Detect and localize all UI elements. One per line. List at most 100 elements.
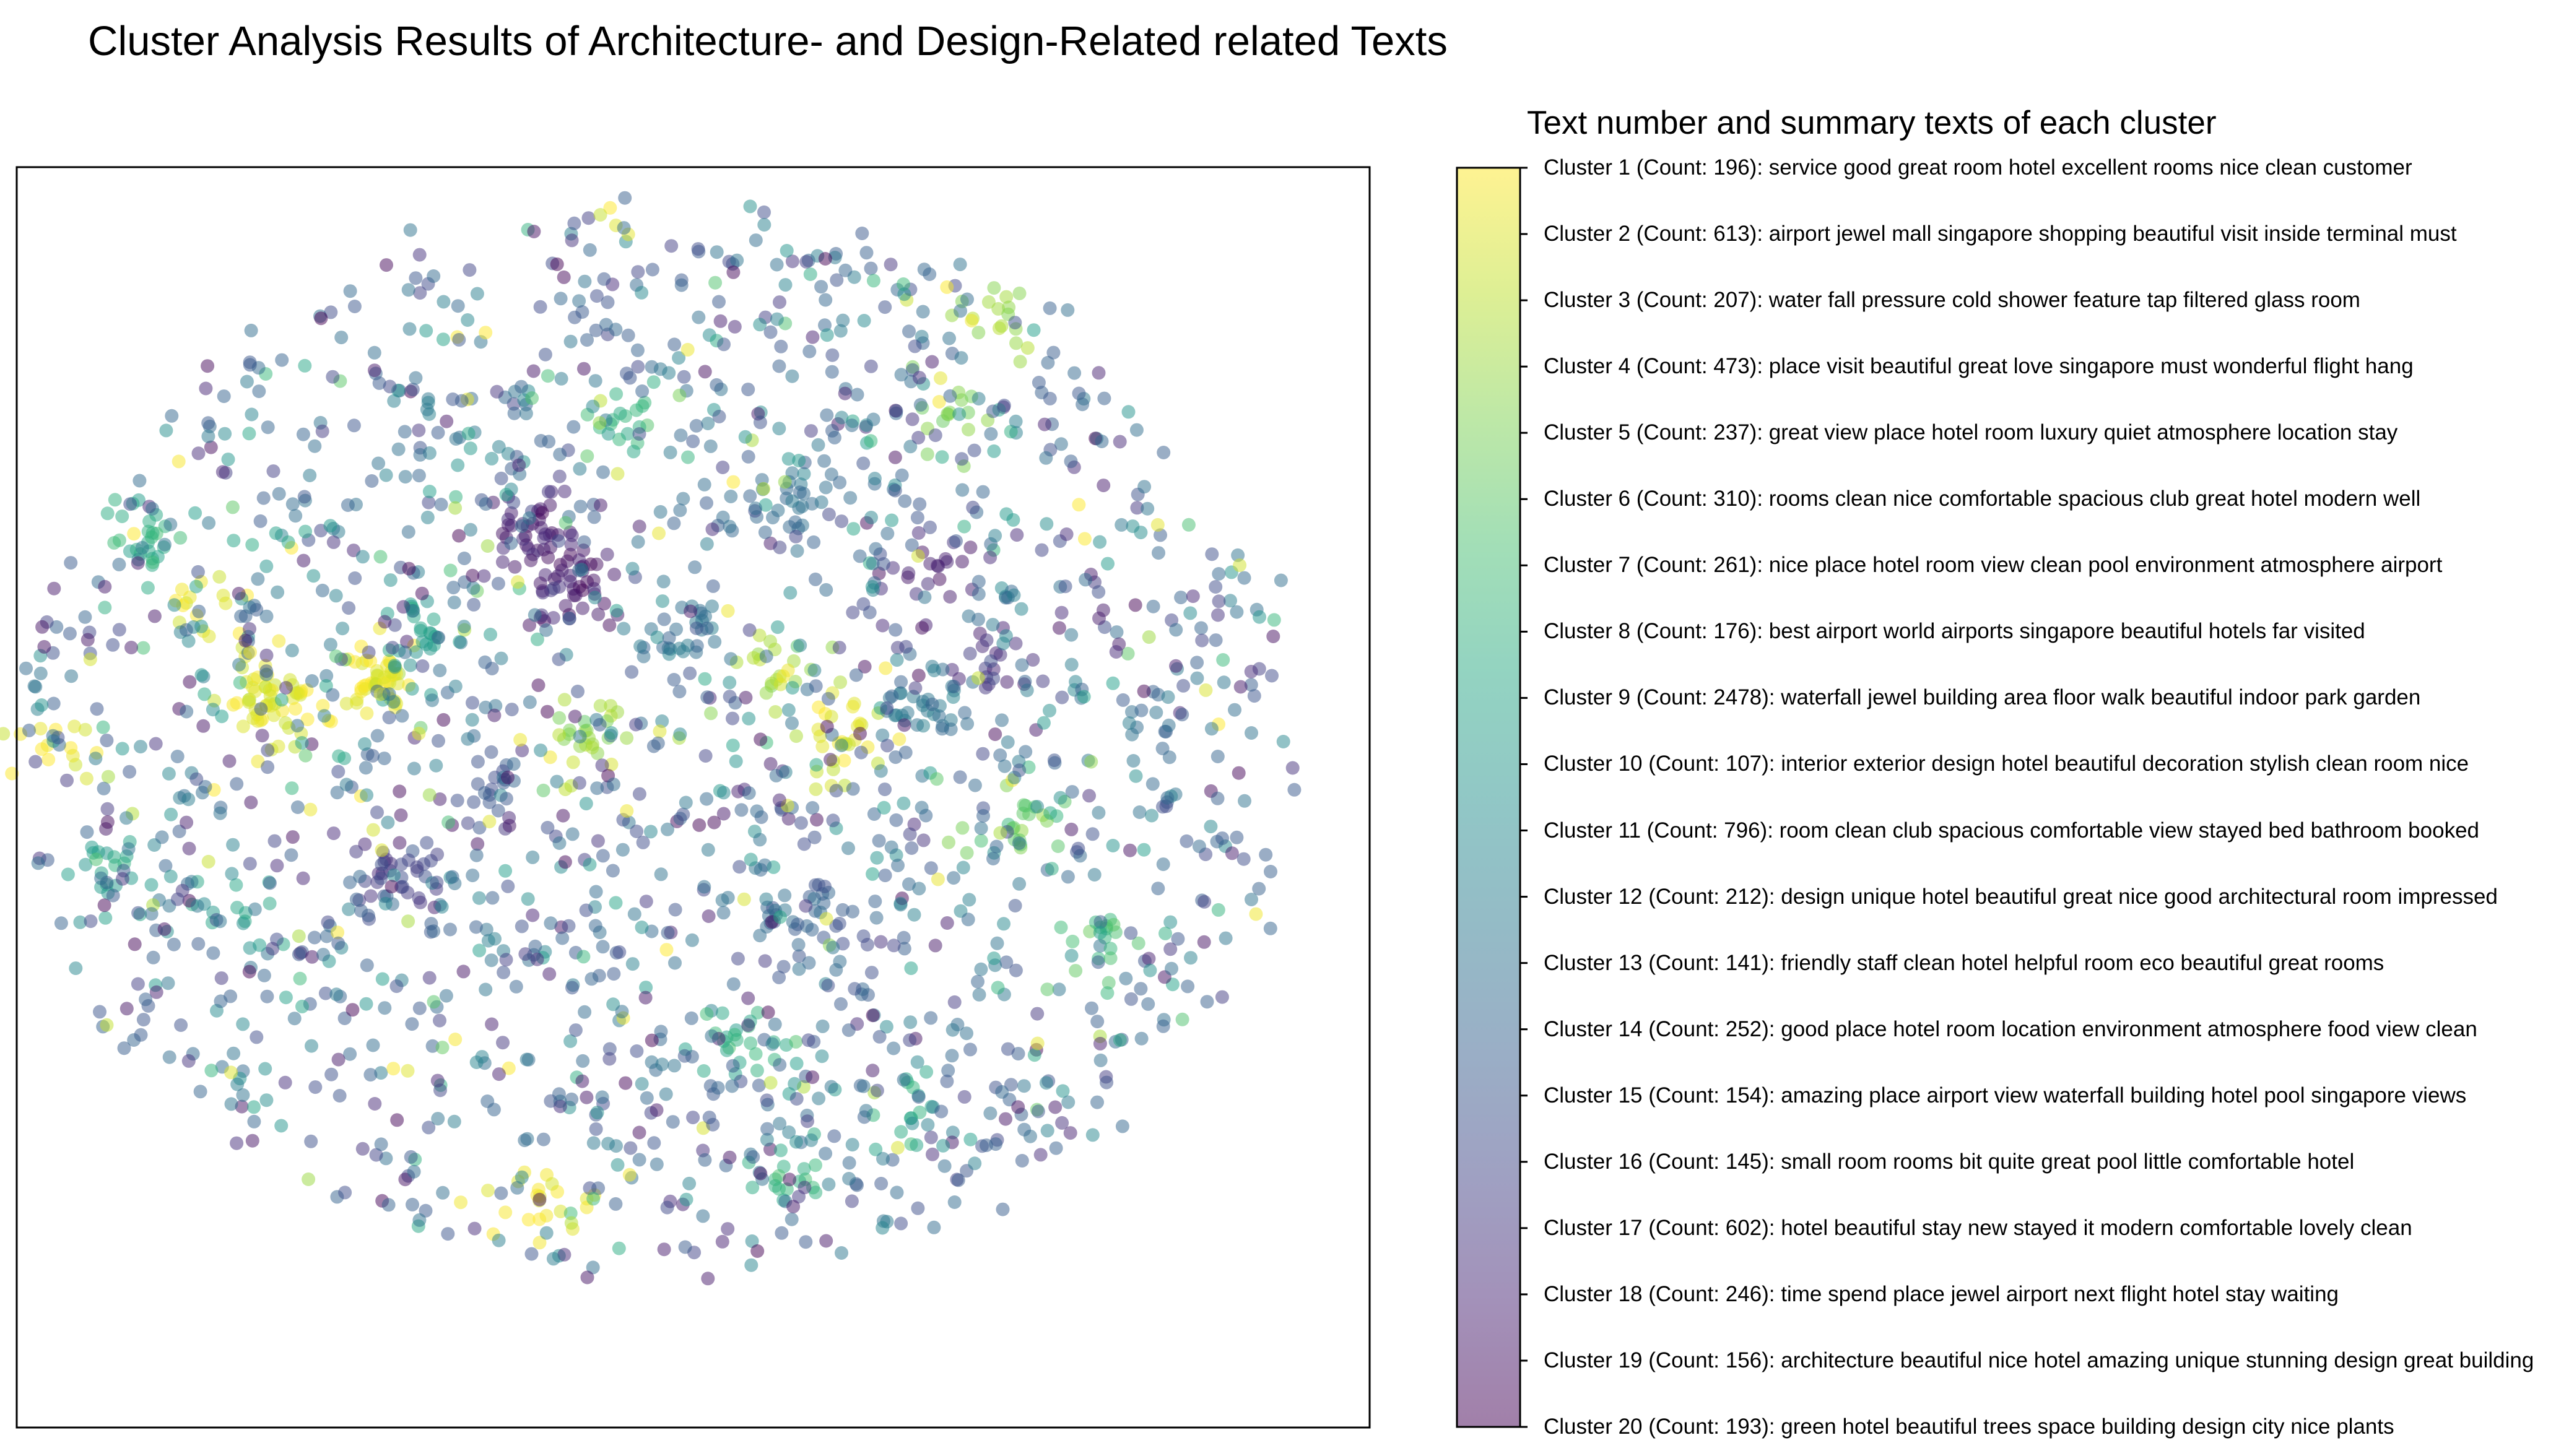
scatter-point [923,520,937,534]
scatter-point [1093,915,1108,929]
scatter-point [1134,1031,1149,1046]
scatter-point [635,399,650,413]
scatter-point [80,825,94,839]
scatter-point [789,1034,803,1049]
scatter-point [415,586,429,600]
scatter-point [672,351,686,365]
scatter-point [531,1182,546,1197]
scatter-point [715,893,729,908]
scatter-point [363,1068,378,1082]
scatter-point [69,961,83,976]
scatter-point [578,274,592,288]
scatter-point [131,906,146,920]
scatter-point [759,498,773,512]
scatter-point [880,739,894,753]
scatter-point [121,842,136,856]
scatter-point [198,687,212,701]
scatter-point [829,784,843,798]
scatter-point [581,211,596,225]
scatter-point [866,867,880,881]
scatter-point [1036,674,1050,688]
scatter-point [1211,791,1225,805]
scatter-point [601,1137,615,1151]
scatter-point [165,409,179,423]
scatter-point [806,801,820,815]
scatter-point [212,570,227,584]
scatter-point [703,439,718,453]
scatter-point [858,659,872,674]
scatter-point [1055,1116,1069,1130]
scatter-point [841,841,855,856]
colorbar-label-cluster-5: Cluster 5 (Count: 237): great view place… [1544,420,2398,445]
scatter-point [339,696,354,711]
scatter-point [272,634,286,648]
scatter-point [864,359,878,373]
scatter-point [535,506,549,520]
scatter-point [515,519,529,533]
scatter-point [790,544,804,558]
scatter-point [349,844,363,859]
scatter-point [683,666,697,680]
scatter-point [772,1182,786,1196]
scatter-point [697,1064,711,1078]
scatter-point [661,641,676,656]
scatter-point [759,892,773,906]
scatter-point [1128,598,1142,612]
scatter-point [795,499,809,513]
scatter-point [1233,558,1247,573]
scatter-point [366,1038,380,1052]
scatter-point [792,962,806,976]
scatter-point [763,756,778,771]
scatter-point [1054,605,1069,620]
scatter-point [1102,976,1116,990]
scatter-point [1093,938,1107,953]
scatter-point [1126,754,1141,768]
scatter-point [97,898,111,912]
scatter-point [915,329,929,344]
scatter-point [134,740,147,754]
scatter-point [1124,992,1138,1006]
scatter-point [960,717,975,731]
scatter-point [536,783,550,797]
scatter-point [485,662,499,675]
colorbar-label-cluster-18: Cluster 18 (Count: 246): time spend plac… [1544,1281,2339,1306]
scatter-point [773,1058,787,1072]
scatter-point [395,709,409,723]
scatter-point [552,836,567,850]
scatter-point [485,1017,499,1031]
scatter-point [375,972,389,986]
scatter-point [115,872,129,886]
scatter-point [414,623,428,638]
scatter-point [422,495,436,509]
scatter-point [1101,557,1115,571]
scatter-point [252,384,266,399]
scatter-point [437,713,451,727]
scatter-point [304,1134,318,1148]
scatter-point [47,581,61,596]
scatter-point [523,618,536,632]
scatter-point [446,581,461,595]
scatter-point [5,766,19,781]
scatter-point [550,774,564,789]
scatter-point [495,527,510,540]
scatter-point [479,700,493,714]
scatter-point [263,896,277,911]
scatter-point [1000,675,1014,689]
scatter-point [1054,437,1068,451]
scatter-point [353,870,367,883]
colorbar-label-cluster-11: Cluster 11 (Count: 796): room clean club… [1544,818,2479,843]
scatter-point [471,837,485,851]
scatter-point [66,748,80,763]
scatter-point [988,529,1002,543]
scatter-point [78,722,92,737]
scatter-point [1012,286,1027,300]
scatter-point [696,1209,710,1223]
scatter-point [479,497,493,511]
scatter-point [577,535,591,549]
colorbar-label-cluster-19: Cluster 19 (Count: 156): architecture be… [1544,1348,2534,1372]
scatter-point [991,301,1006,316]
scatter-point [625,665,639,679]
scatter-point [552,534,566,548]
scatter-point [1163,942,1178,956]
